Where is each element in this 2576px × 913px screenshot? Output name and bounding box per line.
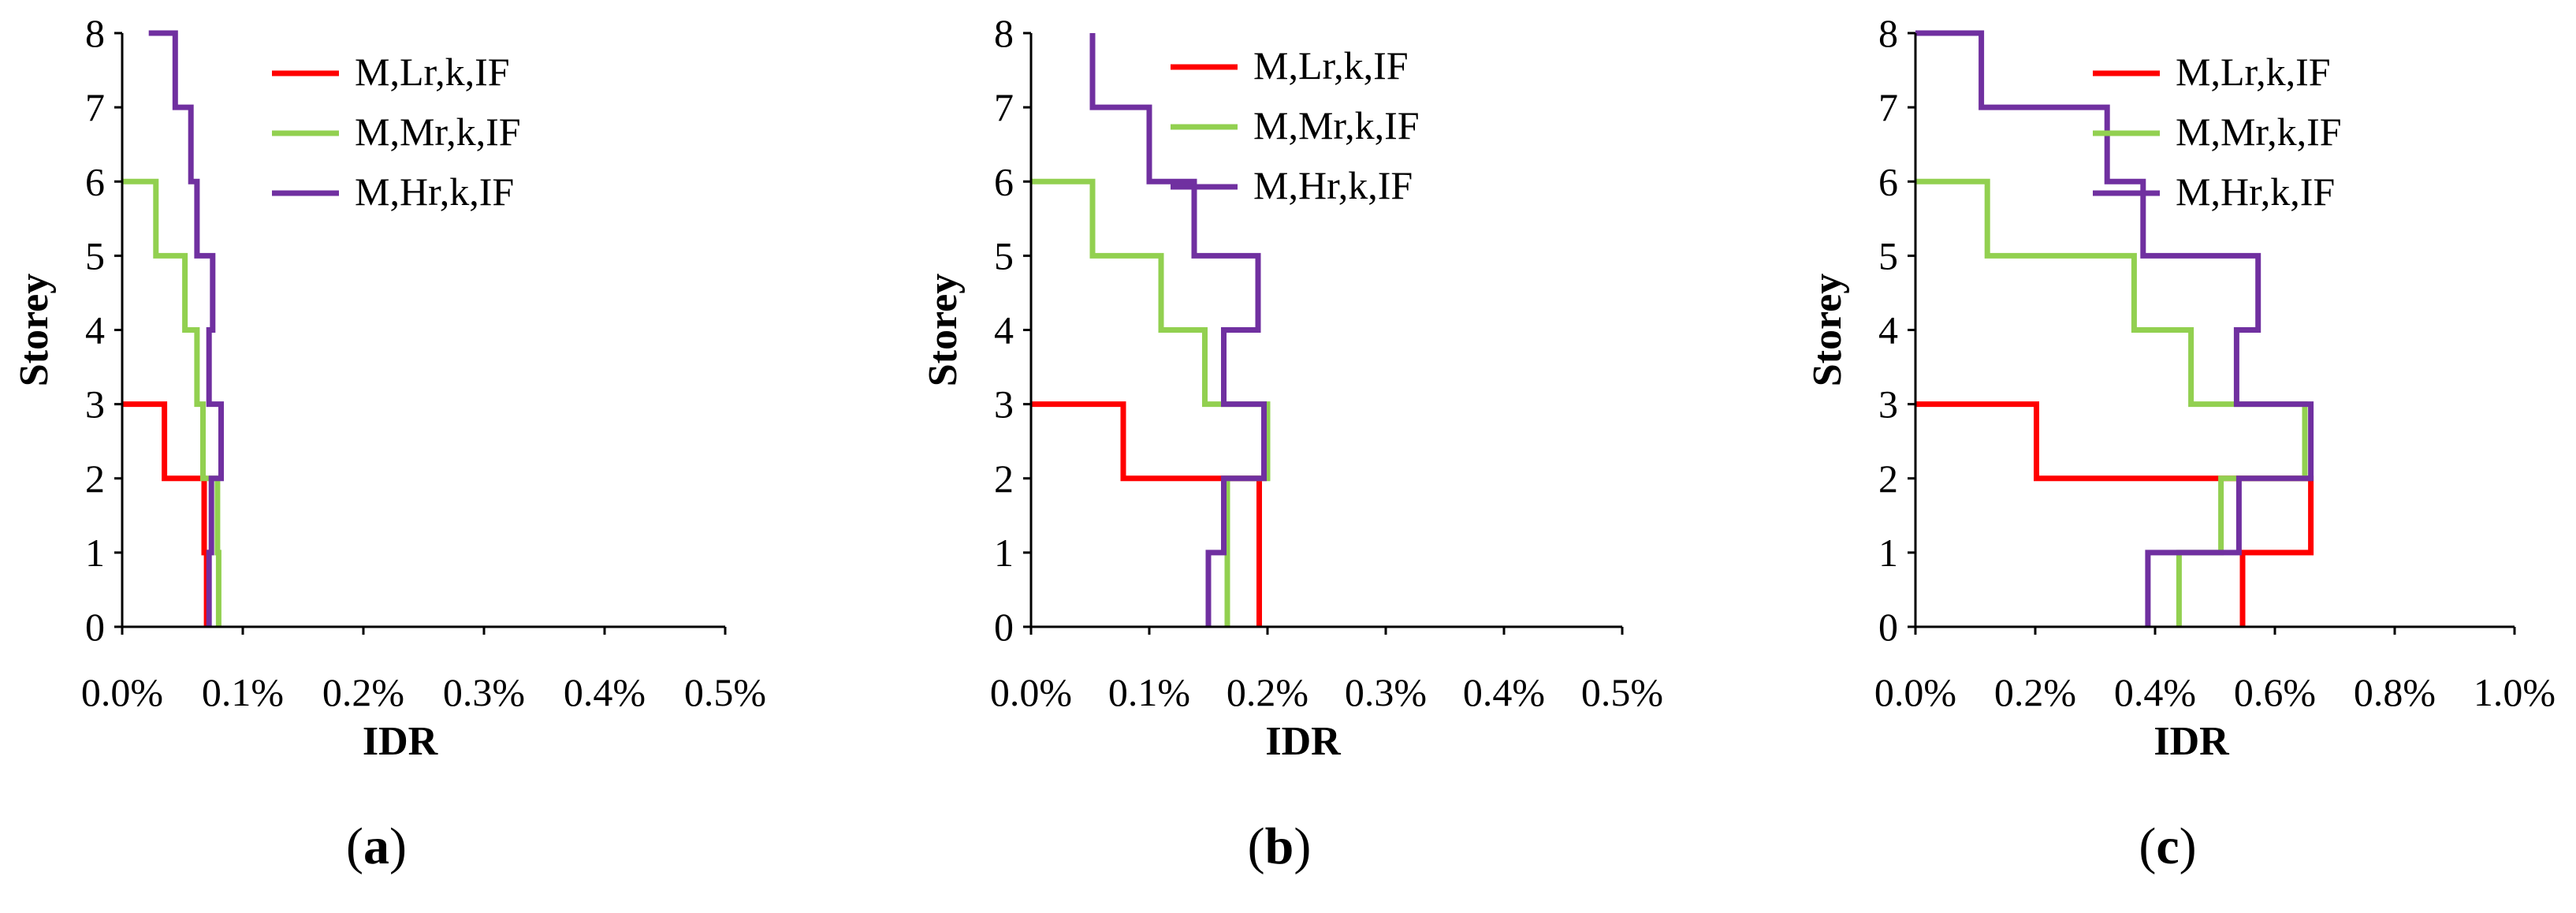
- series-line-m-lr-k-if: [1031, 401, 1262, 627]
- y-tick-label: 7: [85, 85, 105, 129]
- y-tick-label: 3: [85, 382, 105, 427]
- x-tick-label: 0.0%: [81, 670, 163, 714]
- chart-panel-c: 0 1 2 3 4 5 6 7 8 0.0% 0.2% 0.4% 0.6% 0.8% 1.0% IDR Stor…: [1805, 11, 2556, 875]
- x-tick-label: 0.4%: [1463, 670, 1545, 714]
- y-tick-label: 3: [994, 382, 1014, 427]
- y-tick-label: 2: [994, 456, 1014, 501]
- x-axis-title: IDR: [363, 719, 439, 764]
- y-tick-label: 6: [1878, 159, 1898, 203]
- legend: M,Lr,k,IF M,Mr,k,IF M,Hr,k,IF: [2093, 50, 2342, 214]
- legend-label: M,Lr,k,IF: [355, 50, 510, 94]
- x-tick-label: 0.1%: [202, 670, 284, 714]
- y-tick-label: 6: [85, 159, 105, 203]
- y-tick-label: 4: [994, 308, 1014, 352]
- x-tick-label: 0.3%: [1345, 670, 1427, 714]
- y-axis-title: Storey: [1805, 274, 1850, 386]
- x-tick-label: 0.1%: [1108, 670, 1190, 714]
- y-tick-label: 5: [1878, 233, 1898, 278]
- x-tick-label: 0.5%: [684, 670, 766, 714]
- y-tick-label: 6: [994, 159, 1014, 203]
- x-tick-label: 0.2%: [1994, 670, 2076, 714]
- x-tick-label: 0.4%: [564, 670, 646, 714]
- series-line-m-lr-k-if: [122, 401, 210, 627]
- panel-label: (a): [346, 818, 407, 875]
- x-tick-label: 0.2%: [322, 670, 404, 714]
- y-axis-title: Storey: [921, 274, 966, 386]
- series-line-m-hr-k-if: [1089, 33, 1267, 627]
- chart-panel-a: 0 1 2 3 4 5 6 7 8 0.0% 0.1% 0.2% 0.3% 0.4% 0.5% IDR Stor…: [12, 11, 766, 875]
- x-tick-label: 0.8%: [2354, 670, 2436, 714]
- legend-label: M,Mr,k,IF: [2176, 110, 2342, 154]
- y-tick-label: 3: [1878, 382, 1898, 427]
- x-axis-title: IDR: [1265, 719, 1342, 764]
- y-tick-label: 7: [1878, 85, 1898, 129]
- y-tick-label: 4: [1878, 308, 1898, 352]
- y-tick-label: 5: [85, 233, 105, 278]
- legend: M,Lr,k,IF M,Mr,k,IF M,Hr,k,IF: [272, 50, 521, 214]
- x-tick-label: 0.0%: [990, 670, 1072, 714]
- series-line-m-mr-k-if: [1031, 178, 1271, 627]
- panel-label: (c): [2139, 818, 2196, 875]
- y-tick-label: 8: [85, 11, 105, 55]
- legend: M,Lr,k,IF M,Mr,k,IF M,Hr,k,IF: [1171, 43, 1420, 207]
- x-tick-label: 0.2%: [1227, 670, 1308, 714]
- x-tick-label: 0.5%: [1581, 670, 1663, 714]
- y-tick-label: 0: [994, 605, 1014, 649]
- y-tick-label: 2: [1878, 456, 1898, 501]
- y-tick-label: 5: [994, 233, 1014, 278]
- y-tick-label: 4: [85, 308, 105, 352]
- panel-label: (b): [1248, 818, 1312, 875]
- y-tick-label: 0: [1878, 605, 1898, 649]
- legend-label: M,Hr,k,IF: [355, 170, 514, 214]
- legend-label: M,Lr,k,IF: [1253, 43, 1409, 88]
- x-axis-title: IDR: [2153, 719, 2230, 764]
- series-line-m-hr-k-if: [1915, 30, 2314, 627]
- x-tick-label: 0.4%: [2114, 670, 2196, 714]
- y-axis-title: Storey: [12, 274, 57, 386]
- legend-label: M,Mr,k,IF: [1253, 103, 1420, 147]
- x-tick-label: 0.0%: [1874, 670, 1956, 714]
- legend-label: M,Hr,k,IF: [2176, 170, 2335, 214]
- y-tick-label: 8: [994, 11, 1014, 55]
- y-tick-label: 1: [85, 531, 105, 575]
- y-tick-label: 1: [994, 531, 1014, 575]
- series-line-m-hr-k-if: [148, 30, 224, 627]
- y-tick-label: 7: [994, 85, 1014, 129]
- legend-label: M,Lr,k,IF: [2176, 50, 2331, 94]
- y-tick-label: 8: [1878, 11, 1898, 55]
- y-tick-label: 1: [1878, 531, 1898, 575]
- legend-label: M,Mr,k,IF: [355, 110, 521, 154]
- x-tick-label: 0.3%: [443, 670, 525, 714]
- y-tick-label: 0: [85, 605, 105, 649]
- x-tick-label: 0.6%: [2234, 670, 2316, 714]
- legend-label: M,Hr,k,IF: [1253, 163, 1413, 207]
- x-tick-label: 1.0%: [2474, 670, 2556, 714]
- y-tick-label: 2: [85, 456, 105, 501]
- series-line-m-lr-k-if: [1915, 401, 2314, 627]
- series-line-m-mr-k-if: [122, 178, 221, 627]
- chart-panel-b: 0 1 2 3 4 5 6 7 8 0.0% 0.1% 0.2% 0.3% 0.4% 0.5% IDR Stor…: [921, 11, 1663, 875]
